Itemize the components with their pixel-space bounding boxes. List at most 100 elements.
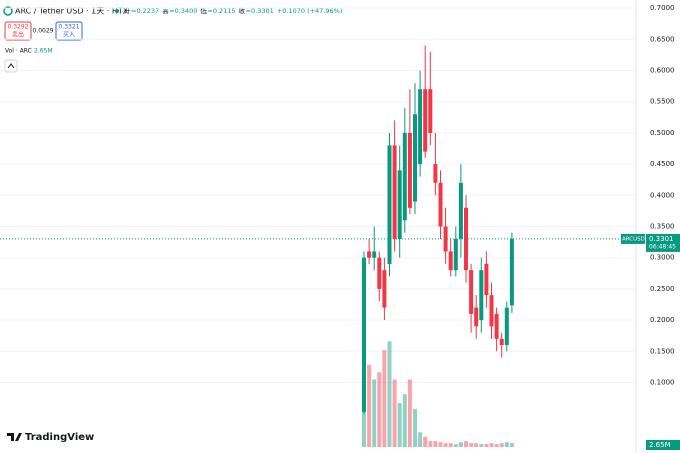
candle-body (382, 270, 387, 308)
status-dot (115, 9, 119, 13)
volume-bar (397, 403, 402, 447)
candle-body (387, 145, 392, 264)
sell-price: 0.3292 (8, 24, 29, 31)
symbol-tag-label: ARCUSDT (622, 236, 649, 242)
ohlc-value: =0.2115 (207, 7, 235, 15)
y-tick-label: 0.6500 (650, 35, 675, 43)
volume-bar (494, 444, 499, 447)
candle-body (367, 251, 372, 258)
candle-body (397, 170, 402, 239)
volume-bar (489, 443, 494, 447)
volume-bar (443, 443, 448, 447)
volume-axis-label: 2.65M (649, 441, 671, 449)
volume-bar (372, 379, 377, 447)
candle-body (372, 251, 377, 258)
y-tick-label: 0.1500 (650, 347, 675, 355)
candle-body (474, 307, 479, 327)
volume-bar (367, 364, 372, 447)
price-axis: 0.7000 0.6500 0.6000 0.5500 0.5000 0.4500 0.40… (650, 4, 675, 386)
symbol-icon (3, 6, 13, 16)
candle-body (423, 89, 428, 152)
y-tick-label: 0.2000 (650, 316, 675, 324)
candle-body (504, 307, 509, 346)
y-tick-label: 0.1000 (650, 378, 675, 386)
candle-body (469, 270, 474, 314)
ohlc-value: =0.3400 (169, 7, 197, 15)
volume-bar (423, 436, 428, 447)
candle-body (453, 238, 458, 271)
y-tick-label: 0.2500 (650, 285, 675, 293)
candle-body (428, 89, 433, 133)
candle-body (407, 132, 412, 208)
change: +0.1070 (+47.96%) (277, 7, 343, 15)
volume-bar (382, 350, 387, 447)
volume-bar (474, 443, 479, 447)
volume-bar (407, 379, 412, 447)
y-tick-label: 0.4500 (650, 160, 675, 168)
volume-bar (402, 394, 407, 447)
candle-body (489, 295, 494, 327)
buy-label: 买入 (63, 31, 75, 39)
ohlc-label: 开 (124, 7, 131, 15)
ohlc-label: 收 (239, 6, 246, 15)
ohlc-value: =0.3301 (246, 7, 274, 15)
symbol-tag (621, 233, 645, 244)
price-tag-label: 0.3301 (649, 235, 674, 243)
candle-body (494, 313, 499, 339)
volume-bar (464, 441, 468, 447)
buy-price: 0.3321 (59, 24, 80, 31)
collapse-button[interactable] (4, 59, 18, 73)
ohlc-legend: 开 =0.2237 高 =0.3400 低 =0.2115 收 =0.3301 +0.1070 … (124, 6, 342, 15)
candle-body (402, 132, 407, 221)
volume-bar (448, 443, 453, 447)
candle-body (418, 89, 423, 165)
y-tick-label: 0.3000 (650, 254, 675, 262)
y-tick-label: 0.7000 (650, 4, 675, 12)
volume-bar (509, 443, 514, 447)
volume-bar (499, 443, 504, 447)
sell-label: 卖出 (12, 31, 24, 39)
volume-bar (377, 372, 382, 447)
volume-bar (453, 444, 458, 447)
volume-axis-tag (646, 440, 680, 450)
spread: 0.0029 (33, 28, 54, 35)
volume-bar (392, 379, 397, 447)
volume-bar (504, 442, 509, 447)
candle-body (499, 338, 504, 346)
candle-body (458, 182, 463, 239)
volume-bar (362, 403, 366, 447)
candle-body (443, 226, 448, 252)
candle-body (392, 145, 397, 239)
y-tick-label: 0.3500 (650, 223, 675, 231)
volume-bar (418, 432, 423, 447)
price-tag (646, 233, 680, 252)
candle-body (479, 270, 484, 321)
volume-bar (433, 441, 438, 447)
volume-bar (413, 408, 417, 447)
volume-bar (484, 444, 489, 447)
volume-bar (387, 341, 392, 447)
candle-body (509, 238, 514, 306)
symbol-title: ARC / Tether USD · 1天 · HTX (15, 7, 129, 16)
volume-bar (469, 443, 474, 447)
candle-body (464, 207, 468, 271)
candle-body (484, 263, 489, 296)
ohlc-value: =0.2237 (131, 7, 159, 15)
volume-bar (438, 442, 443, 447)
candle-body (362, 257, 366, 412)
volume-bar (479, 444, 484, 447)
volume-legend-value: 2.65M (34, 48, 53, 55)
volume-bar (458, 442, 463, 447)
candle-body (448, 251, 453, 271)
logo-text: TradingView (25, 432, 94, 443)
y-tick-label: 0.4000 (650, 191, 675, 199)
ohlc-label: 低 (200, 6, 207, 15)
ohlc-label: 高 (162, 6, 169, 15)
candle-body (377, 257, 382, 289)
candle-body (438, 182, 443, 227)
volume-bar (428, 441, 433, 447)
candle-body (433, 164, 438, 183)
sell-button[interactable] (4, 21, 32, 41)
buy-button[interactable] (55, 21, 83, 41)
